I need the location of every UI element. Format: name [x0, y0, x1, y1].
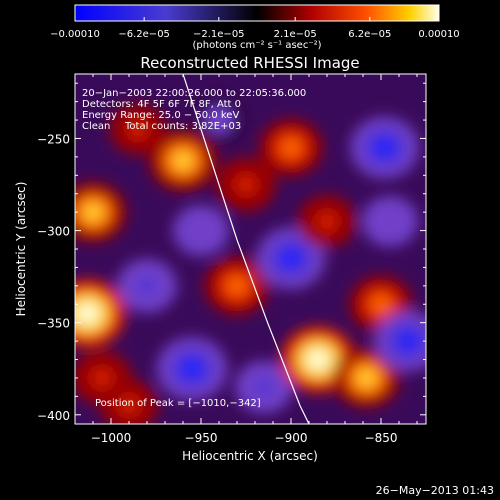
intensity-blob-core — [318, 213, 336, 230]
colorbar-tick-label: −0.00010 — [50, 29, 100, 40]
intensity-blob-core — [82, 202, 104, 222]
annotation-clean: Clean — [82, 121, 110, 132]
y-tick-label: −400 — [37, 409, 70, 423]
footer-date: 26−May−2013 01:43 — [376, 484, 494, 497]
intensity-blob-core — [280, 248, 302, 268]
intensity-blob-core — [356, 368, 377, 388]
intensity-blob-core — [237, 176, 255, 193]
colorbar-tick-label: 0.00010 — [418, 29, 459, 40]
intensity-blob-core — [255, 379, 273, 396]
intensity-blob-core — [181, 358, 203, 379]
annotation-peak: Position of Peak = [−1010,−342] — [95, 398, 261, 409]
intensity-blob-core — [192, 222, 210, 239]
intensity-blob-core — [138, 277, 156, 295]
intensity-blob-core — [371, 295, 391, 314]
y-axis-ticks: −250 −300 −350 −400 — [37, 82, 426, 423]
intensity-blob-core — [306, 349, 330, 370]
x-axis-ticks: −1000 −950 −900 −850 — [74, 74, 418, 445]
intensity-blob-core — [120, 397, 138, 414]
colorbar-unit-label: (photons cm⁻² s⁻¹ asec⁻²) — [192, 40, 321, 51]
colorbar-tick-label: 6.2e−05 — [348, 29, 391, 40]
annotation-energy: Energy Range: 25.0 − 50.0 keV — [82, 110, 239, 121]
intensity-blob-core — [381, 213, 399, 230]
intensity-blob-core — [211, 112, 227, 128]
solar-limb-line — [182, 74, 310, 424]
y-tick-label: −300 — [37, 225, 70, 239]
x-axis-label: Heliocentric X (arcsec) — [182, 449, 318, 463]
colorbar-tick-label: −6.2e−05 — [118, 29, 170, 40]
intensity-blob-core — [397, 331, 419, 351]
y-tick-label: −250 — [37, 132, 70, 146]
intensity-blob-core — [227, 276, 247, 295]
colorbar-tick-label: 2.1e−05 — [274, 29, 317, 40]
chart-title: Reconstructed RHESSI Image — [140, 54, 359, 72]
y-tick-label: −350 — [37, 317, 70, 331]
colorbar-tick-label: −2.1e−05 — [193, 29, 245, 40]
y-axis-label: Heliocentric Y (arcsec) — [14, 182, 28, 317]
intensity-blob-core — [172, 150, 194, 171]
annotation-time: 20−Jan−2003 22:00:26.000 to 22:05:36.000 — [82, 88, 306, 99]
colorbar-ticks: −0.00010 −6.2e−05 −2.1e−05 2.1e−05 6.2e−05 0.… — [50, 17, 460, 40]
intensity-blob-core — [374, 138, 395, 158]
annotation-detectors: Detectors: 4F 5F 6F 7F 8F, Att 0 — [82, 99, 241, 110]
intensity-blob-core — [129, 121, 147, 138]
intensity-blob-core — [76, 302, 99, 325]
x-tick-label: −950 — [185, 431, 218, 445]
intensity-blob-core — [281, 138, 301, 157]
colorbar — [74, 4, 440, 22]
x-tick-label: −900 — [275, 431, 308, 445]
x-tick-label: −1000 — [91, 431, 132, 445]
x-tick-label: −850 — [365, 431, 398, 445]
intensity-blob-core — [93, 369, 111, 387]
intensity-map — [75, 96, 426, 424]
annotation-counts: Total counts: 3.82E+03 — [124, 121, 241, 132]
